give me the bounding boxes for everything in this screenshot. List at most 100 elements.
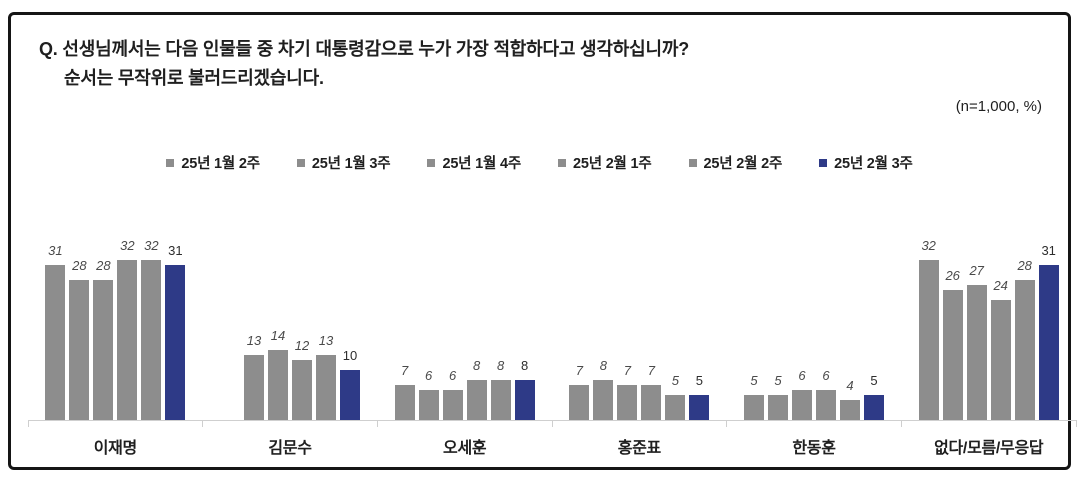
bar-value-label: 5: [750, 373, 758, 388]
bar-group-2: 7 6 6 8 8 8: [377, 230, 552, 420]
bar-value-label: 13: [246, 333, 262, 348]
chart-outer-border: Q. 선생님께서는 다음 인물들 중 차기 대통령감으로 누가 가장 적합하다고…: [8, 12, 1077, 470]
bar-4-4: [840, 400, 861, 420]
axis-tick: [551, 420, 553, 427]
legend-swatch-icon: [819, 158, 828, 167]
bar-1-1: [244, 355, 264, 420]
bar-4-2: [792, 390, 813, 420]
bar-value-label: 6: [425, 368, 433, 383]
bar-slot-2-0: 7: [394, 230, 415, 420]
bar-value-label: 32: [120, 238, 135, 253]
category-axis-labels: 이재명 김문수 오세훈 홍준표 한동훈 없다/모름/무응답: [28, 434, 1076, 458]
bar-slot-4-0: 5: [744, 230, 765, 420]
bar-value-label: 6: [449, 368, 457, 383]
bar-slot-4-4: 4: [840, 230, 861, 420]
axis-tick: [202, 420, 204, 427]
bar-0-2: [93, 280, 114, 420]
bar-value-label: 10: [342, 348, 358, 363]
bar-slot-3-4: 5: [665, 230, 686, 420]
bar-value-label: 5: [671, 373, 679, 388]
bar-2-2: [442, 390, 463, 420]
legend-item-1: 25년 1월 3주: [296, 152, 391, 173]
legend-label: 25년 2월 3주: [834, 156, 913, 172]
bar-value-label: 5: [695, 373, 703, 388]
legend-item-2: 25년 1월 4주: [427, 152, 521, 173]
bar-cluster: 7 8 7 7 5 5: [569, 230, 710, 420]
bar-slot-3-3: 7: [641, 230, 662, 420]
bar-slot-0-0: 31: [45, 230, 66, 420]
bar-value-label: 32: [921, 238, 936, 253]
bar-4-5: [864, 395, 885, 420]
bar-3-0: [569, 385, 590, 420]
bar-slot-2-5: 8: [514, 230, 535, 420]
bar-1-2: [268, 350, 288, 420]
bar-4-1: [768, 395, 789, 420]
bar-slot-0-3: 32: [117, 230, 138, 420]
bar-slot-3-2: 7: [617, 230, 638, 420]
bar-5-4: [1014, 280, 1035, 420]
bar-5-2: [966, 285, 987, 420]
legend-item-5: 25년 2월 3주: [819, 152, 913, 173]
bar-group-4: 5 5 6 6 4 5: [727, 230, 902, 420]
bar-0-5: [165, 265, 186, 420]
bar-value-label: 28: [1017, 258, 1032, 273]
bar-slot-2-1: 6: [418, 230, 439, 420]
category-label-0: 이재명: [93, 440, 138, 457]
bar-value-label: 31: [48, 243, 63, 258]
bar-5-5: [1038, 265, 1059, 420]
category-label-2: 오세훈: [443, 440, 487, 457]
bar-value-label: 8: [473, 358, 481, 373]
legend-label: 25년 2월 1주: [573, 156, 652, 172]
question-title-line1: Q. 선생님께서는 다음 인물들 중 차기 대통령감으로 누가 가장 적합하다고…: [39, 39, 690, 59]
bar-3-4: [665, 395, 686, 420]
category-label-3: 홍준표: [617, 440, 662, 457]
bar-value-label: 7: [623, 363, 631, 378]
bar-slot-1-3: 12: [292, 230, 312, 420]
legend-item-0: 25년 1월 2주: [166, 152, 260, 173]
bar-value-label: 6: [822, 368, 830, 383]
bar-cluster: 7 6 6 8 8 8: [394, 230, 535, 420]
bar-slot-3-1: 8: [593, 230, 614, 420]
bar-2-0: [394, 385, 415, 420]
axis-tick: [376, 420, 378, 427]
bar-3-3: [641, 385, 662, 420]
bar-group-3: 7 8 7 7 5 5: [552, 230, 727, 420]
bar-0-4: [141, 260, 162, 420]
bar-slot-0-1: 28: [69, 230, 90, 420]
bar-slot-1-0: [220, 230, 240, 420]
axis-tick: [27, 420, 29, 427]
axis-tick: [1075, 420, 1077, 427]
category-label-4: 한동훈: [792, 440, 836, 457]
bar-2-5: [514, 380, 535, 420]
bar-slot-2-2: 6: [442, 230, 463, 420]
axis-tick: [900, 420, 902, 427]
legend-item-3: 25년 2월 1주: [558, 152, 652, 173]
bar-slot-0-4: 32: [141, 230, 162, 420]
bar-3-5: [689, 395, 710, 420]
bar-value-label: 14: [270, 328, 286, 343]
bar-group-1: 13 14 12 13 10: [203, 230, 378, 420]
bar-value-label: 28: [96, 258, 111, 273]
question-title-line2: 순서는 무작위로 불러드리겠습니다.: [64, 68, 324, 88]
bar-cluster: 32 26 27 24 28 31: [918, 230, 1059, 420]
bar-1-3: [292, 360, 312, 420]
bar-slot-5-5: 31: [1038, 230, 1059, 420]
bar-slot-1-2: 14: [268, 230, 288, 420]
legend-swatch-icon: [166, 158, 175, 167]
bar-5-0: [918, 260, 939, 420]
bar-slot-2-4: 8: [490, 230, 511, 420]
bar-value-label: 8: [521, 358, 529, 373]
plot-area: 31 28 28 32 32 31 13 14 12 13 10 7 6 6 8 8 8 7 8 7 7 5 5 5 5 6 6 4 5…: [27, 230, 1077, 427]
bar-value-label: 27: [969, 263, 984, 278]
bar-slot-4-5: 5: [864, 230, 885, 420]
bar-2-3: [466, 380, 487, 420]
bar-value-label: 5: [870, 373, 878, 388]
bar-value-label: 12: [294, 338, 310, 353]
bar-slot-1-4: 13: [316, 230, 336, 420]
legend-label: 25년 1월 4주: [442, 156, 521, 172]
legend-label: 25년 1월 3주: [311, 156, 391, 172]
bar-4-0: [744, 395, 765, 420]
bar-slot-2-3: 8: [466, 230, 487, 420]
bar-2-1: [418, 390, 439, 420]
